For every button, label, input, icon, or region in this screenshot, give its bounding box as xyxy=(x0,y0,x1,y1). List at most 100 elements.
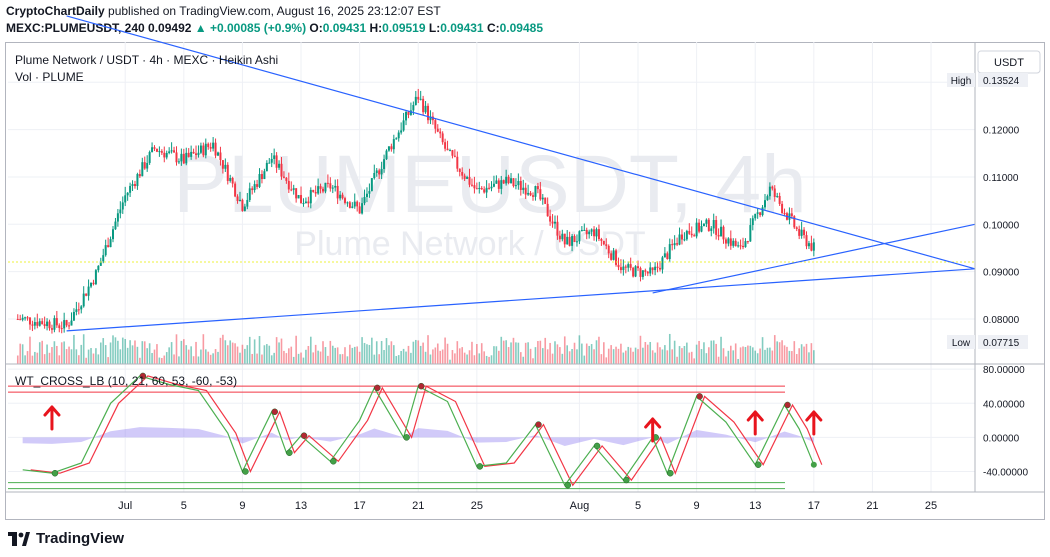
time-tick-label: 17 xyxy=(354,500,366,512)
candle-body xyxy=(307,201,310,204)
candle-body xyxy=(590,229,593,232)
oscillator-legend: WT_CROSS_LB (10, 21, 60, 53, -60, -53) xyxy=(15,374,237,388)
price-tick-label: 0.11000 xyxy=(983,173,1019,184)
volume-bar xyxy=(734,343,737,364)
volume-bar xyxy=(471,341,473,364)
volume-bar xyxy=(246,345,249,364)
volume-bar xyxy=(546,349,549,364)
candle-body xyxy=(146,162,149,169)
volume-bar xyxy=(136,346,139,364)
volume-bar xyxy=(344,347,346,364)
volume-bar xyxy=(583,355,586,364)
candle-body xyxy=(632,267,635,277)
candle-body xyxy=(759,212,762,216)
candle-body xyxy=(28,317,31,325)
candle-body xyxy=(46,321,49,327)
volume-bar xyxy=(34,351,36,364)
volume-bar xyxy=(60,342,63,364)
candle-body xyxy=(204,143,207,156)
candle-body xyxy=(192,151,195,154)
candle-body xyxy=(463,175,466,179)
volume-bar xyxy=(192,356,195,364)
cross-dot xyxy=(810,461,817,468)
volume-bar xyxy=(217,351,219,364)
candle-body xyxy=(231,177,234,184)
candle-body xyxy=(72,311,75,321)
candle-body xyxy=(446,148,449,151)
volume-bar xyxy=(671,349,674,364)
candle-body xyxy=(688,230,691,234)
time-tick-label: 9 xyxy=(694,500,700,512)
volume-bar xyxy=(212,353,214,364)
volume-bar xyxy=(732,350,735,364)
buy-arrow-icon xyxy=(805,410,823,436)
volume-bar xyxy=(656,342,659,364)
volume-bar xyxy=(117,340,119,364)
volume-bar xyxy=(21,344,24,364)
volume-bar xyxy=(383,350,385,364)
candle-body xyxy=(500,180,503,189)
volume-bar xyxy=(625,350,627,364)
high-label: High xyxy=(951,76,972,87)
volume-bar xyxy=(576,349,578,364)
candle-body xyxy=(58,325,61,329)
volume-bar xyxy=(73,334,75,364)
volume-bar xyxy=(600,354,603,364)
candle-body xyxy=(373,172,376,179)
trendline[interactable] xyxy=(652,223,976,294)
volume-bar xyxy=(324,347,327,364)
candle-body xyxy=(793,216,796,228)
tradingview-logo[interactable]: TradingView xyxy=(8,530,124,547)
candle-body xyxy=(82,293,85,307)
volume-bar xyxy=(393,345,395,364)
author-name[interactable]: CryptoChartDaily xyxy=(6,4,105,18)
volume-bar xyxy=(500,336,503,364)
volume-bar xyxy=(36,352,39,364)
candle-body xyxy=(597,229,600,240)
candle-body xyxy=(170,150,173,152)
volume-bar xyxy=(708,347,710,364)
volume-bar xyxy=(41,340,43,364)
volume-bar xyxy=(229,340,232,364)
candle-body xyxy=(527,192,530,195)
volume-bar xyxy=(534,347,537,364)
candle-body xyxy=(329,183,332,189)
volume-bar xyxy=(261,354,263,364)
volume-bar xyxy=(163,355,166,364)
volume-bar xyxy=(161,358,163,364)
cross-dot xyxy=(417,382,425,390)
volume-bar xyxy=(317,350,319,364)
candle-body xyxy=(363,197,366,204)
candle-body xyxy=(505,176,508,184)
candle-body xyxy=(219,152,222,161)
volume-bar xyxy=(654,352,656,364)
candle-body xyxy=(226,164,229,181)
trendline[interactable] xyxy=(66,15,976,270)
candle-body xyxy=(114,221,117,230)
symbol-name: MEXC:PLUMEUSDT, 240 xyxy=(6,21,145,35)
volume-bar xyxy=(168,347,170,364)
volume-bar xyxy=(693,358,695,364)
osc-tick-label: -40.00000 xyxy=(983,468,1028,479)
candle-body xyxy=(26,317,29,319)
volume-bar xyxy=(24,355,26,364)
candle-body xyxy=(541,197,544,200)
trendline[interactable] xyxy=(66,268,976,332)
candle-body xyxy=(268,162,271,164)
candle-body xyxy=(195,153,198,156)
volume-bar xyxy=(417,340,420,364)
candle-body xyxy=(544,197,547,204)
volume-bar xyxy=(505,340,507,364)
candle-body xyxy=(512,178,515,187)
volume-bar xyxy=(112,335,114,364)
candle-body xyxy=(102,255,105,262)
candle-body xyxy=(209,147,212,149)
candle-body xyxy=(510,178,513,184)
candle-body xyxy=(136,174,139,187)
currency-button[interactable]: USDT xyxy=(977,50,1041,74)
volume-bar xyxy=(456,341,459,364)
candle-body xyxy=(53,318,56,330)
candle-body xyxy=(241,199,244,211)
volume-bar xyxy=(178,356,180,364)
